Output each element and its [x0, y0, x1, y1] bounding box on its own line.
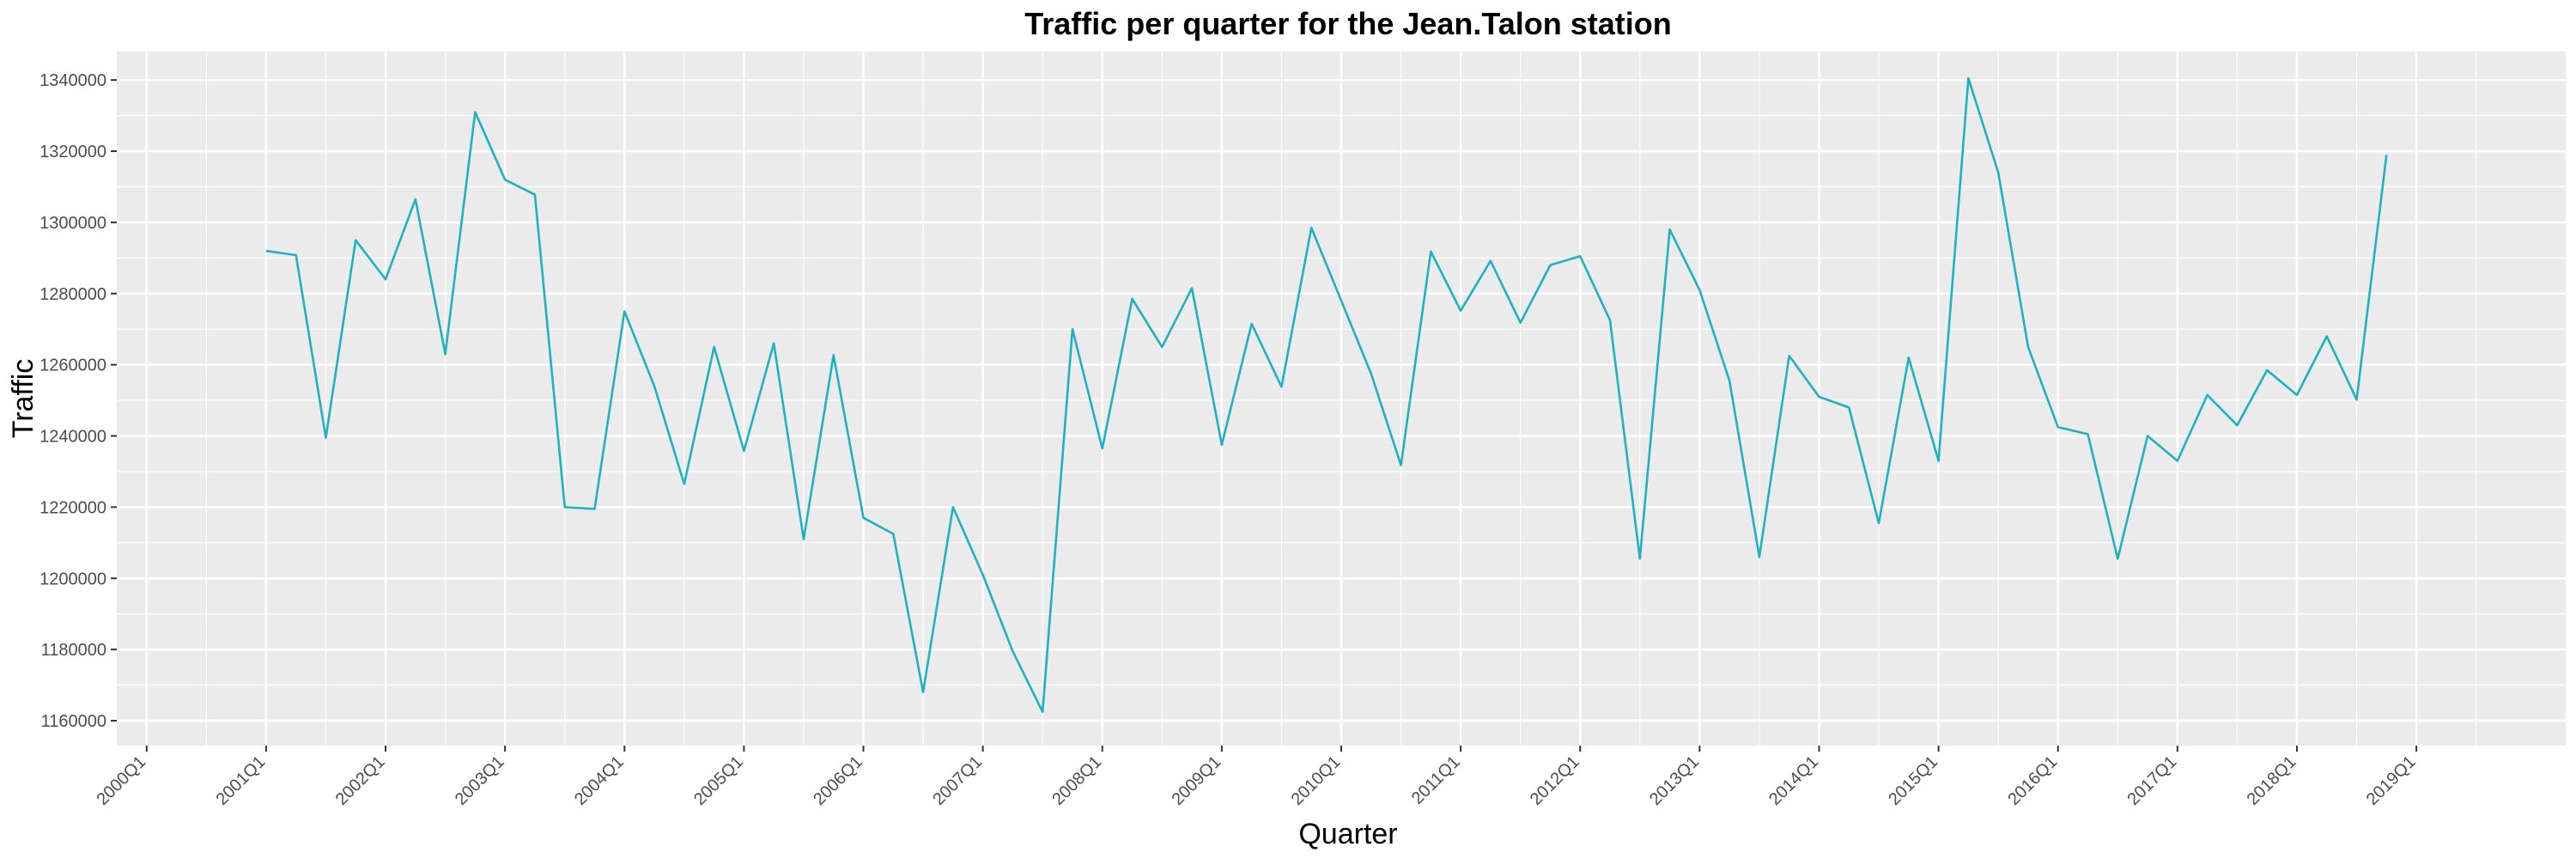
y-tick-label: 1160000: [41, 712, 106, 731]
x-tick-label: 2008Q1: [1048, 752, 1105, 809]
y-tick-label: 1200000: [39, 570, 106, 588]
x-tick-label: 2018Q1: [2244, 752, 2300, 809]
y-tick-label: 1340000: [39, 71, 106, 90]
x-tick-label: 2002Q1: [332, 752, 389, 809]
y-tick-label: 1220000: [39, 498, 106, 517]
y-tick-label: 1240000: [39, 428, 106, 447]
y-tick-label: 1180000: [41, 641, 106, 660]
y-tick-label: 1280000: [39, 285, 106, 304]
x-axis-label: Quarter: [1298, 818, 1397, 850]
x-tick-label: 2005Q1: [690, 752, 747, 809]
x-tick-label: 2012Q1: [1527, 752, 1583, 809]
x-tick-label: 2007Q1: [929, 752, 986, 809]
x-tick-label: 2000Q1: [93, 752, 149, 809]
x-tick-label: 2017Q1: [2124, 752, 2181, 809]
x-tick-label: 2015Q1: [1885, 752, 1941, 809]
x-tick-label: 2014Q1: [1765, 752, 1822, 809]
x-tick-label: 2013Q1: [1646, 752, 1703, 809]
y-tick-label: 1260000: [39, 356, 106, 375]
y-axis: 1160000 1180000 1200000 1220000 1240000 12600…: [39, 71, 117, 731]
major-gridlines: [117, 52, 2566, 746]
x-tick-label: 2010Q1: [1288, 752, 1345, 809]
x-tick-label: 2004Q1: [571, 752, 628, 809]
x-tick-label: 2016Q1: [2004, 752, 2061, 809]
chart-title: Traffic per quarter for the Jean.Talon s…: [1024, 6, 1671, 41]
y-axis-label: Traffic: [7, 359, 39, 439]
x-tick-label: 2011Q1: [1408, 752, 1464, 808]
traffic-series-line: [265, 76, 2388, 713]
x-axis: 2000Q1 2001Q1 2002Q1 2003Q1 2004Q1 2005Q1 2006…: [93, 746, 2420, 809]
x-tick-label: 2009Q1: [1169, 752, 1225, 809]
y-tick-label: 1320000: [39, 143, 106, 161]
x-tick-label: 2006Q1: [810, 752, 866, 809]
x-tick-label: 2001Q1: [213, 752, 270, 809]
x-tick-label: 2019Q1: [2363, 752, 2420, 809]
y-tick-label: 1300000: [39, 214, 106, 233]
x-tick-label: 2003Q1: [452, 752, 508, 809]
